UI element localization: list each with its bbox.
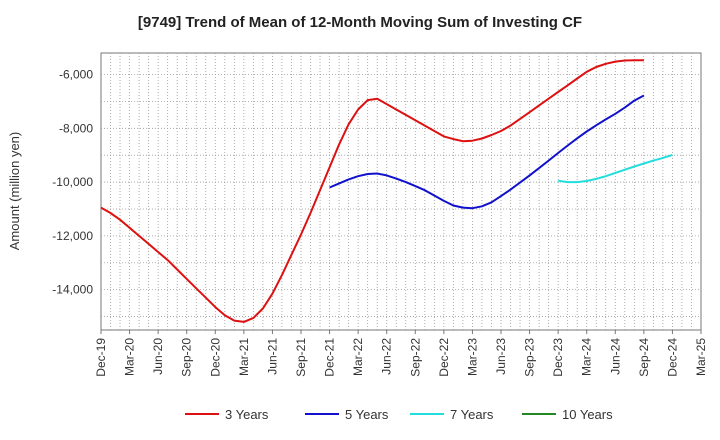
series-line-5-years [329,94,645,210]
series-line-3-years [100,59,644,323]
legend-label: 10 Years [562,407,613,422]
x-tick-label: Mar-24 [580,338,594,376]
series-lines [100,59,673,323]
x-tick-label: Dec-22 [437,338,451,377]
legend: 3 Years 5 Years 7 Years 10 Years [185,407,613,422]
x-tick-label: Jun-20 [151,338,165,375]
y-axis-ticks: -6,000 -8,000 -10,000 -12,000 -14,000 [52,68,93,297]
y-tick-label: -8,000 [59,121,93,135]
y-tick-label: -14,000 [52,283,93,297]
x-tick-label: Jun-22 [380,338,394,375]
x-tick-label: Sep-24 [637,338,651,377]
x-tick-label: Mar-20 [123,338,137,376]
x-tick-label: Dec-20 [208,338,222,377]
legend-label: 5 Years [345,407,389,422]
x-tick-label: Mar-21 [237,338,251,376]
legend-label: 7 Years [450,407,494,422]
x-tick-label: Dec-23 [551,338,565,377]
y-axis-label: Amount (million yen) [7,132,22,251]
x-tick-label: Jun-21 [265,338,279,375]
x-tick-label: Mar-25 [694,338,708,376]
x-tick-label: Sep-21 [294,338,308,377]
x-tick-label: Dec-21 [323,338,337,377]
x-tick-label: Dec-19 [94,338,108,377]
legend-label: 3 Years [225,407,269,422]
x-tick-label: Sep-22 [408,338,422,377]
x-tick-label: Jun-24 [608,338,622,375]
x-tick-label: Jun-23 [494,338,508,375]
y-tick-label: -10,000 [52,175,93,189]
x-tick-label: Sep-20 [180,338,194,377]
x-tick-label: Sep-23 [523,338,537,377]
grid-lines [101,53,701,330]
plot-area [100,52,702,331]
y-tick-label: -12,000 [52,229,93,243]
x-tick-label: Mar-22 [351,338,365,376]
x-axis-ticks: Dec-19 Mar-20 Jun-20 Sep-20 Dec-20 Mar-21 Jun-… [94,330,708,377]
y-tick-label: -6,000 [59,68,93,82]
chart-title: [9749] Trend of Mean of 12-Month Moving … [138,14,582,31]
series-line-7-years [557,153,673,184]
x-tick-label: Dec-24 [665,338,679,377]
x-tick-label: Mar-23 [465,338,479,376]
